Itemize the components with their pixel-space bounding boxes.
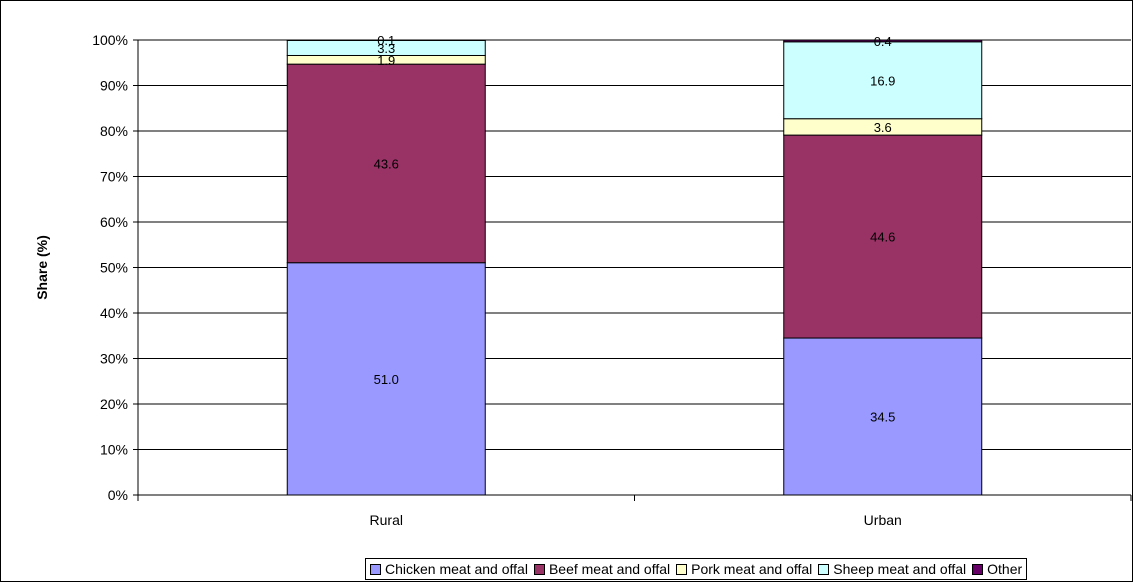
y-tick-label: 10% <box>100 442 128 458</box>
legend: Chicken meat and offal Beef meat and offa… <box>365 558 1028 580</box>
y-axis-title: Share (%) <box>34 235 50 300</box>
y-tick-label: 90% <box>100 78 128 94</box>
data-label: 0.4 <box>874 34 892 49</box>
legend-item: Beef meat and offal <box>533 561 671 577</box>
legend-label: Pork meat and offal <box>691 561 813 577</box>
legend-item: Pork meat and offal <box>676 561 812 577</box>
y-tick-label: 20% <box>100 396 128 412</box>
bar-segment <box>783 41 983 120</box>
y-tick-label: 60% <box>100 214 128 230</box>
category-label: Rural <box>370 512 403 528</box>
legend-label: Sheep meat and offal <box>833 561 967 577</box>
legend-swatch <box>818 563 830 575</box>
bar-segment <box>783 337 983 496</box>
legend-swatch <box>676 563 688 575</box>
y-tick-label: 30% <box>100 351 128 367</box>
y-tick-label: 50% <box>100 260 128 276</box>
y-tick-label: 80% <box>100 123 128 139</box>
bar-segment <box>286 262 486 496</box>
y-tick-label: 100% <box>92 32 128 48</box>
bar-segment <box>783 39 983 43</box>
legend-swatch <box>972 563 984 575</box>
bar-segment <box>286 63 486 264</box>
data-label: 43.6 <box>374 156 399 171</box>
legend-label: Other <box>987 561 1023 577</box>
legend-label: Chicken meat and offal <box>385 561 528 577</box>
legend-item: Other <box>972 561 1022 577</box>
data-label: 34.5 <box>870 410 895 425</box>
data-label: 51.0 <box>374 372 399 387</box>
y-tick-label: 70% <box>100 169 128 185</box>
legend-swatch <box>370 563 381 575</box>
legend-item: Sheep meat and offal <box>818 561 966 577</box>
data-label: 3.6 <box>874 120 892 135</box>
legend-item: Chicken meat and offal <box>370 561 528 577</box>
legend-swatch <box>533 563 545 575</box>
data-label: 0.1 <box>377 33 395 48</box>
data-label: 44.6 <box>870 230 895 245</box>
data-label: 3.3 <box>377 41 395 56</box>
y-tick-label: 0% <box>108 487 128 503</box>
data-label: 1.9 <box>377 53 395 68</box>
category-label: Urban <box>864 512 902 528</box>
bar-segment <box>783 134 983 339</box>
legend-label: Beef meat and offal <box>548 561 671 577</box>
data-label: 16.9 <box>870 73 895 88</box>
y-tick-label: 40% <box>100 305 128 321</box>
